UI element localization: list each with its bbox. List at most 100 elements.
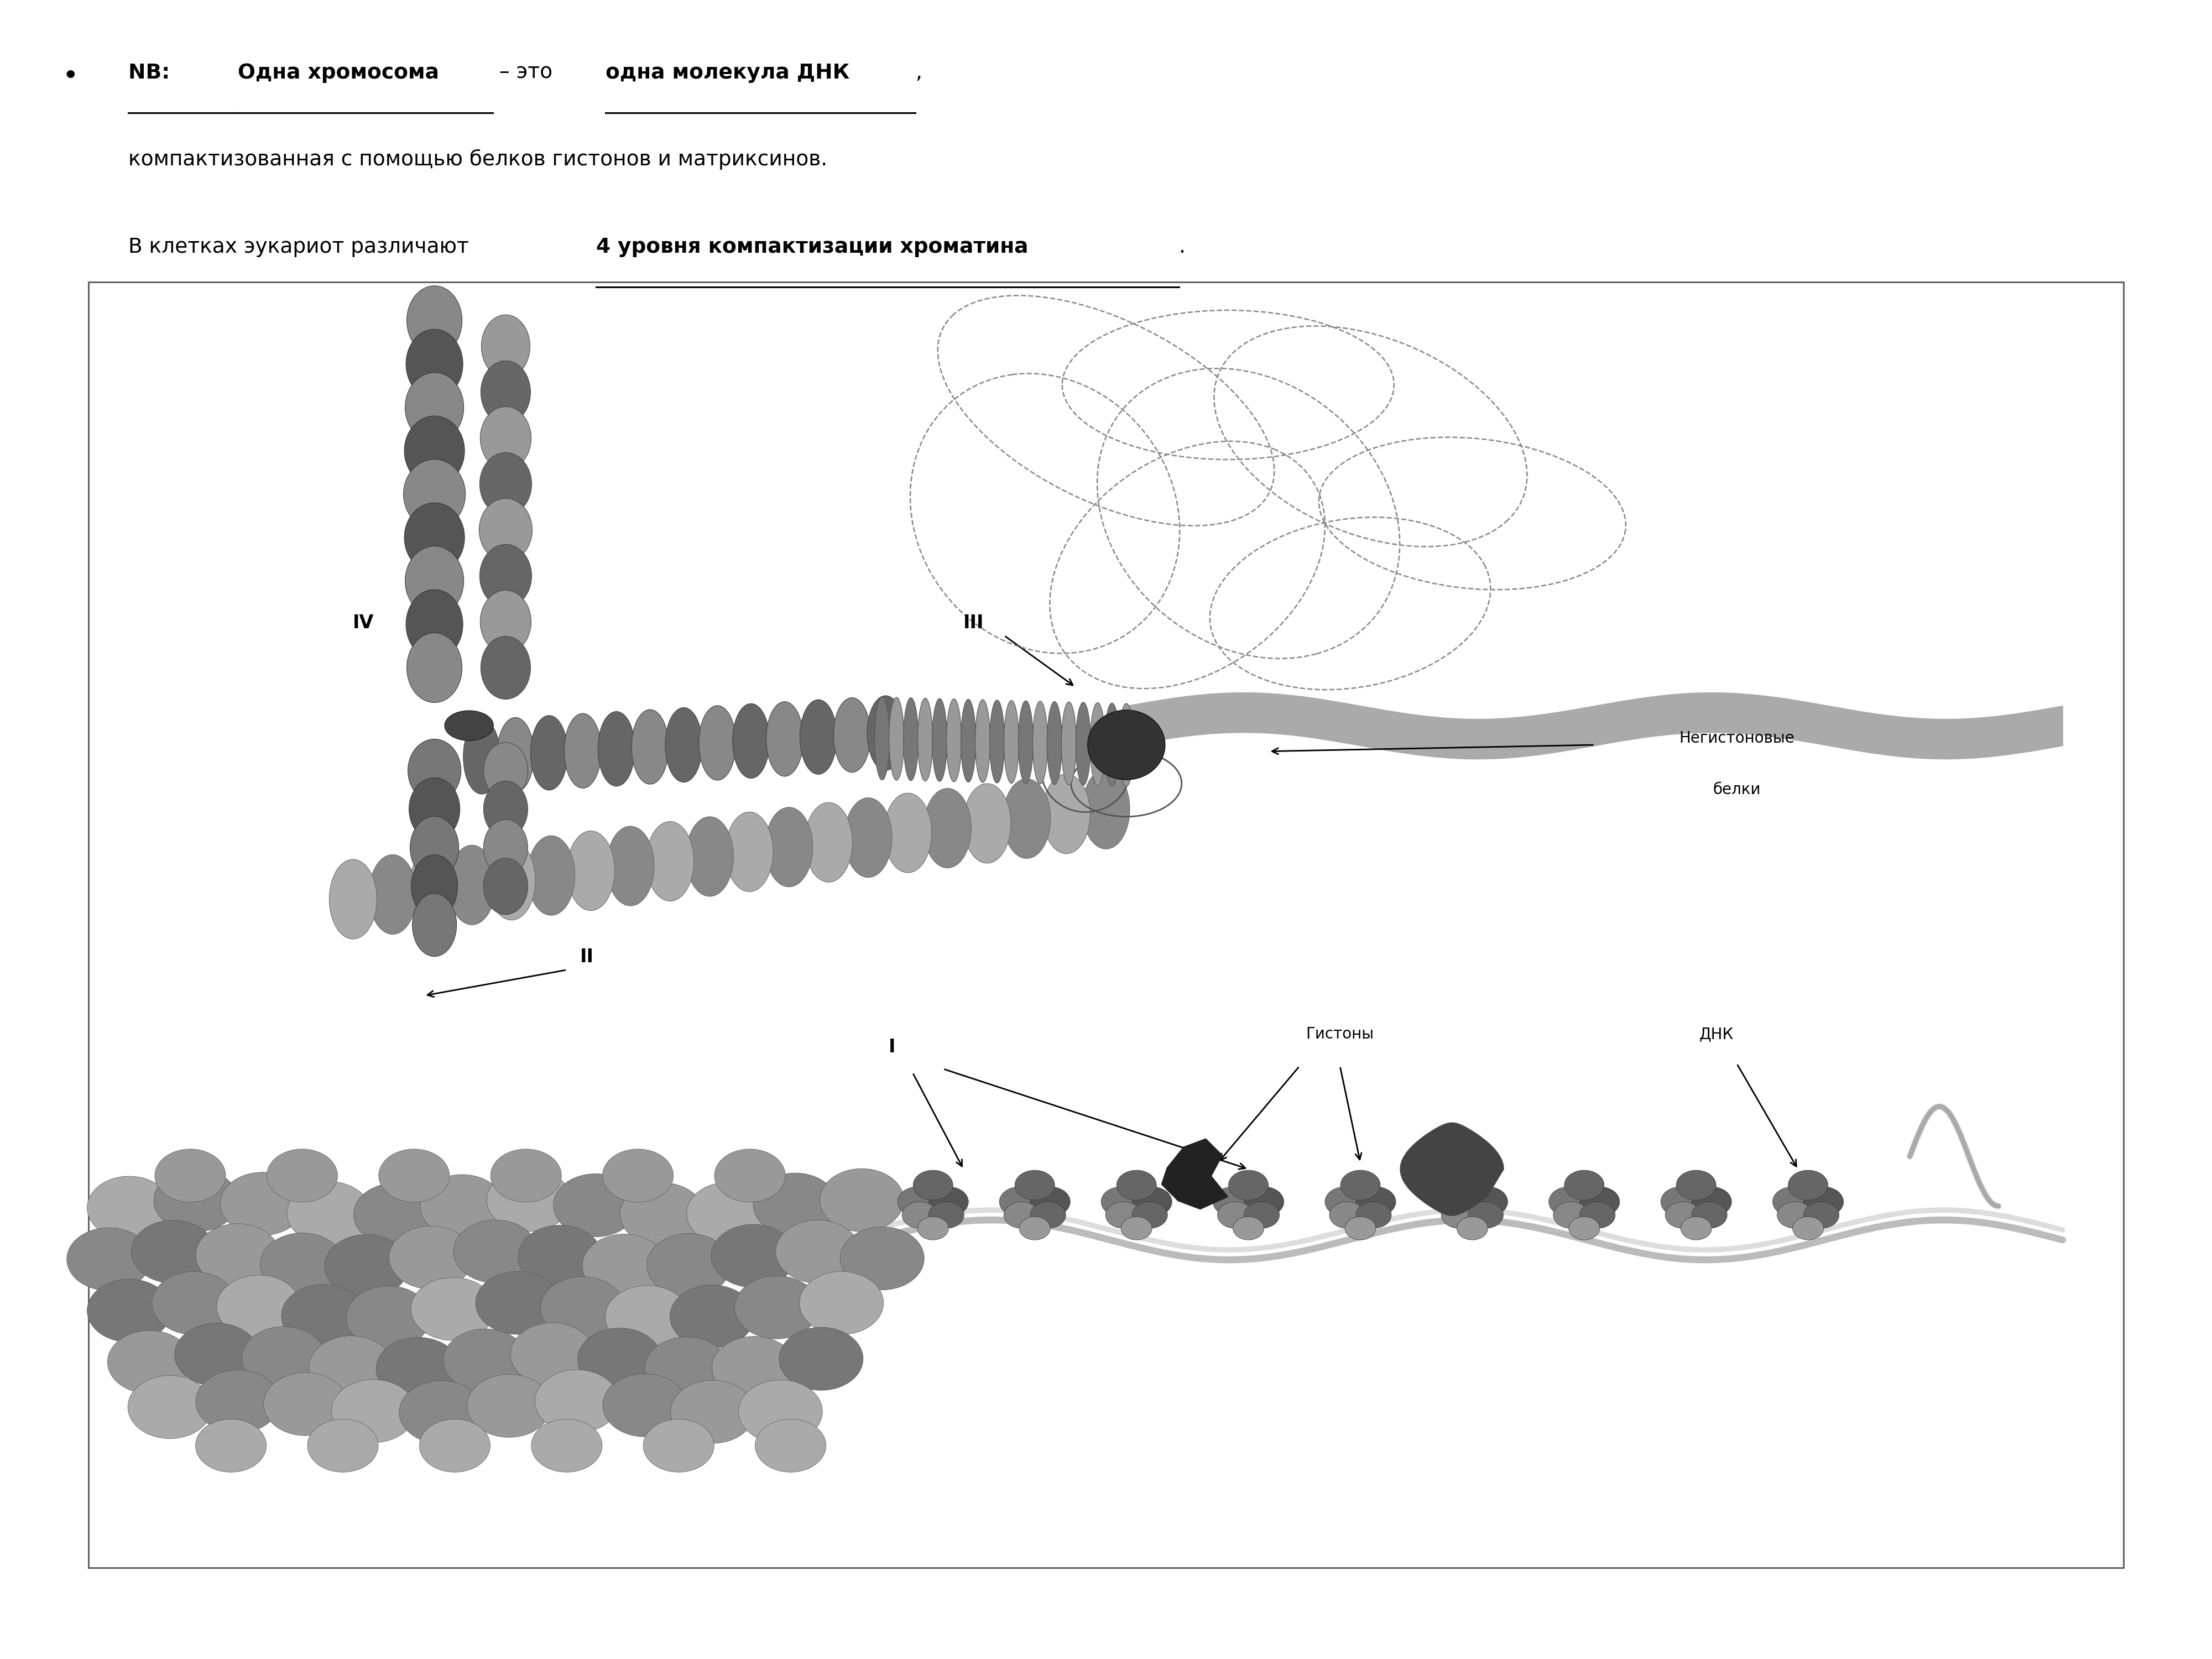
Ellipse shape	[726, 811, 774, 891]
Circle shape	[1228, 1170, 1267, 1199]
Ellipse shape	[531, 715, 568, 790]
Ellipse shape	[369, 854, 416, 934]
Circle shape	[108, 1331, 192, 1394]
Ellipse shape	[845, 798, 891, 878]
Circle shape	[1133, 1201, 1168, 1228]
Circle shape	[1212, 1186, 1252, 1216]
Circle shape	[217, 1276, 301, 1339]
Circle shape	[929, 1186, 969, 1216]
Ellipse shape	[480, 360, 531, 423]
Ellipse shape	[482, 315, 531, 378]
Ellipse shape	[403, 460, 465, 529]
Ellipse shape	[484, 781, 529, 838]
Ellipse shape	[480, 453, 531, 516]
Ellipse shape	[407, 285, 462, 355]
Circle shape	[776, 1219, 860, 1282]
Circle shape	[1356, 1186, 1396, 1216]
Circle shape	[354, 1183, 438, 1246]
Circle shape	[898, 1186, 938, 1216]
Circle shape	[261, 1233, 345, 1296]
Text: – это: – это	[493, 63, 560, 83]
Ellipse shape	[489, 841, 535, 921]
Circle shape	[734, 1276, 818, 1339]
Ellipse shape	[405, 373, 465, 443]
Circle shape	[821, 1168, 905, 1231]
Circle shape	[754, 1418, 825, 1472]
Circle shape	[929, 1201, 964, 1228]
Ellipse shape	[480, 591, 531, 654]
Circle shape	[1133, 1186, 1172, 1216]
Ellipse shape	[964, 783, 1011, 863]
Circle shape	[540, 1277, 624, 1340]
Circle shape	[1692, 1201, 1728, 1228]
Ellipse shape	[407, 328, 462, 398]
Ellipse shape	[1018, 700, 1033, 783]
Circle shape	[918, 1216, 949, 1239]
Ellipse shape	[409, 778, 460, 841]
Ellipse shape	[699, 705, 737, 780]
Circle shape	[175, 1324, 259, 1387]
Circle shape	[307, 1418, 378, 1472]
Circle shape	[1666, 1201, 1701, 1228]
Circle shape	[1579, 1186, 1619, 1216]
Ellipse shape	[462, 720, 500, 795]
Circle shape	[389, 1226, 473, 1289]
Circle shape	[1772, 1186, 1812, 1216]
Circle shape	[1453, 1170, 1493, 1199]
Circle shape	[1787, 1170, 1827, 1199]
Ellipse shape	[1033, 702, 1048, 785]
Ellipse shape	[606, 826, 655, 906]
Ellipse shape	[484, 858, 529, 914]
Circle shape	[902, 1201, 938, 1228]
Circle shape	[914, 1170, 953, 1199]
Polygon shape	[1400, 1123, 1504, 1216]
Text: 4 уровня компактизации хроматина: 4 уровня компактизации хроматина	[595, 237, 1029, 257]
Ellipse shape	[1119, 703, 1135, 786]
Circle shape	[1340, 1170, 1380, 1199]
Circle shape	[1117, 1170, 1157, 1199]
Ellipse shape	[989, 700, 1004, 783]
Text: ДНК: ДНК	[1699, 1027, 1734, 1042]
Circle shape	[195, 1370, 279, 1433]
Ellipse shape	[407, 589, 462, 659]
Ellipse shape	[566, 831, 615, 911]
Circle shape	[1458, 1216, 1489, 1239]
Circle shape	[332, 1380, 416, 1443]
Ellipse shape	[874, 697, 889, 780]
Circle shape	[263, 1372, 347, 1435]
Ellipse shape	[330, 859, 376, 939]
Ellipse shape	[484, 743, 529, 800]
Circle shape	[602, 1374, 686, 1437]
Text: Негистоновые: Негистоновые	[1679, 730, 1794, 747]
Circle shape	[644, 1337, 728, 1400]
Ellipse shape	[686, 816, 734, 896]
Ellipse shape	[805, 803, 852, 883]
Ellipse shape	[732, 703, 770, 778]
Ellipse shape	[925, 788, 971, 868]
Circle shape	[779, 1327, 863, 1390]
Circle shape	[221, 1173, 305, 1236]
Circle shape	[241, 1327, 325, 1390]
Ellipse shape	[405, 503, 465, 572]
Circle shape	[1681, 1216, 1712, 1239]
Circle shape	[619, 1183, 703, 1246]
Ellipse shape	[480, 544, 531, 607]
Circle shape	[1015, 1170, 1055, 1199]
Ellipse shape	[889, 697, 905, 780]
Circle shape	[1243, 1186, 1283, 1216]
Ellipse shape	[498, 717, 533, 791]
Circle shape	[66, 1228, 150, 1291]
Circle shape	[128, 1375, 212, 1438]
Ellipse shape	[1075, 702, 1091, 785]
Ellipse shape	[885, 793, 931, 873]
Circle shape	[670, 1380, 754, 1443]
Ellipse shape	[960, 698, 975, 781]
Text: Одна хромосома: Одна хромосома	[237, 63, 438, 83]
Ellipse shape	[1004, 700, 1020, 783]
Circle shape	[712, 1224, 796, 1287]
Circle shape	[752, 1173, 836, 1236]
Circle shape	[155, 1170, 239, 1233]
Ellipse shape	[564, 713, 602, 788]
Circle shape	[714, 1150, 785, 1203]
Circle shape	[398, 1380, 482, 1443]
